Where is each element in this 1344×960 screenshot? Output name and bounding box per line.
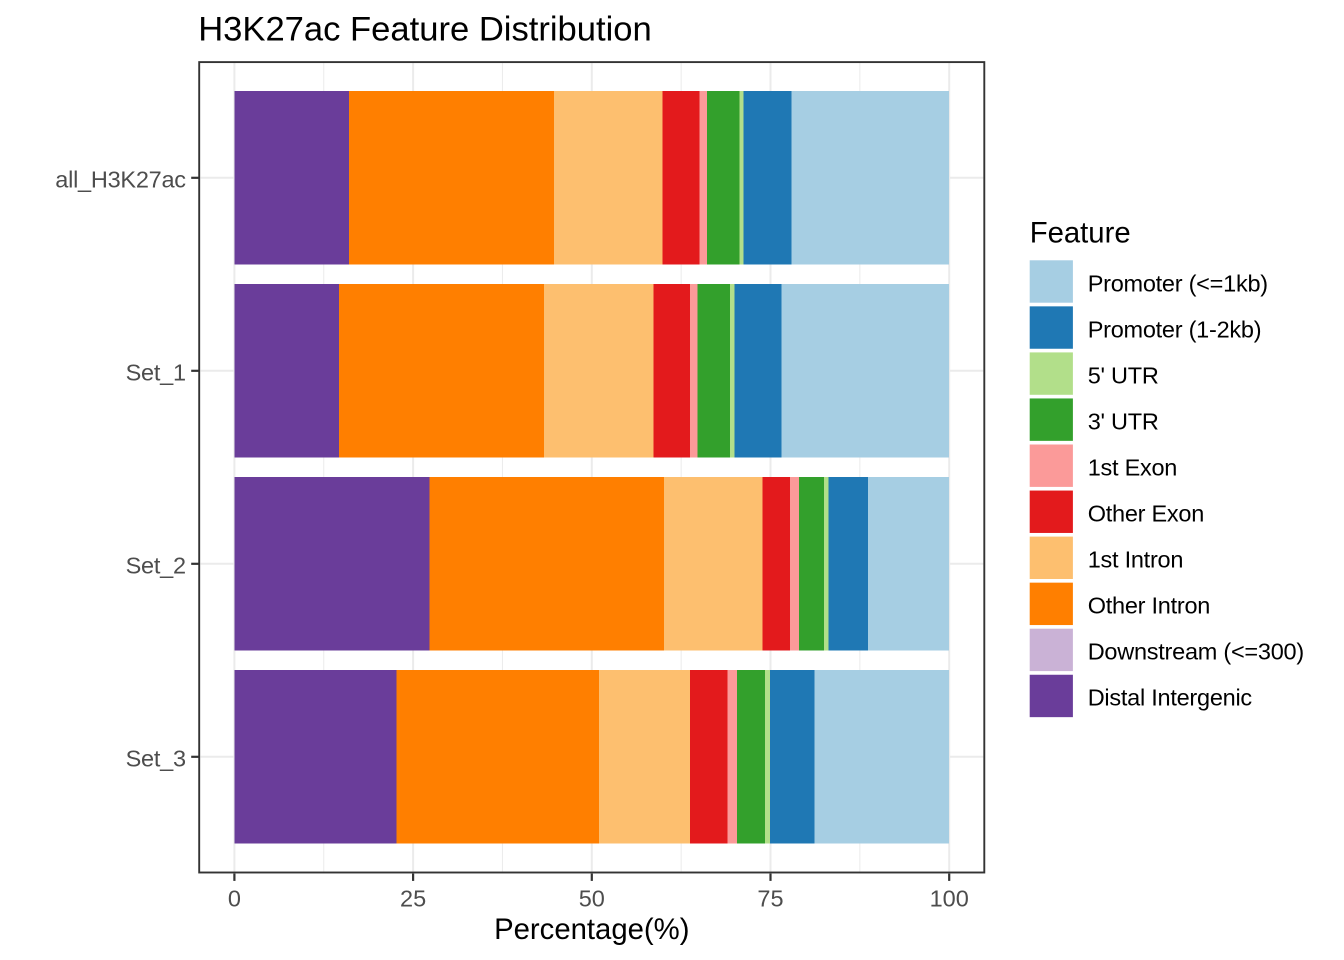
svg-text:3' UTR: 3' UTR: [1088, 408, 1159, 434]
svg-text:Promoter (<=1kb): Promoter (<=1kb): [1088, 270, 1268, 296]
svg-text:Percentage(%): Percentage(%): [494, 913, 689, 946]
svg-text:H3K27ac Feature Distribution: H3K27ac Feature Distribution: [198, 11, 652, 49]
svg-text:25: 25: [400, 885, 426, 911]
svg-text:all_H3K27ac: all_H3K27ac: [55, 167, 186, 193]
svg-text:Promoter (1-2kb): Promoter (1-2kb): [1088, 316, 1262, 342]
svg-text:Other Intron: Other Intron: [1088, 593, 1210, 619]
svg-text:Set_1: Set_1: [126, 360, 186, 386]
svg-text:5' UTR: 5' UTR: [1088, 362, 1159, 388]
svg-text:Downstream (<=300): Downstream (<=300): [1088, 639, 1304, 665]
svg-text:75: 75: [757, 885, 783, 911]
svg-text:100: 100: [930, 885, 969, 911]
svg-text:0: 0: [228, 885, 241, 911]
svg-text:1st Intron: 1st Intron: [1088, 547, 1183, 573]
svg-text:Set_3: Set_3: [126, 746, 186, 772]
svg-text:Distal Intergenic: Distal Intergenic: [1088, 685, 1253, 711]
svg-text:Other Exon: Other Exon: [1088, 501, 1204, 527]
svg-text:Feature: Feature: [1030, 216, 1131, 249]
svg-text:1st Exon: 1st Exon: [1088, 455, 1177, 481]
svg-text:Set_2: Set_2: [126, 553, 186, 579]
svg-text:50: 50: [579, 885, 605, 911]
